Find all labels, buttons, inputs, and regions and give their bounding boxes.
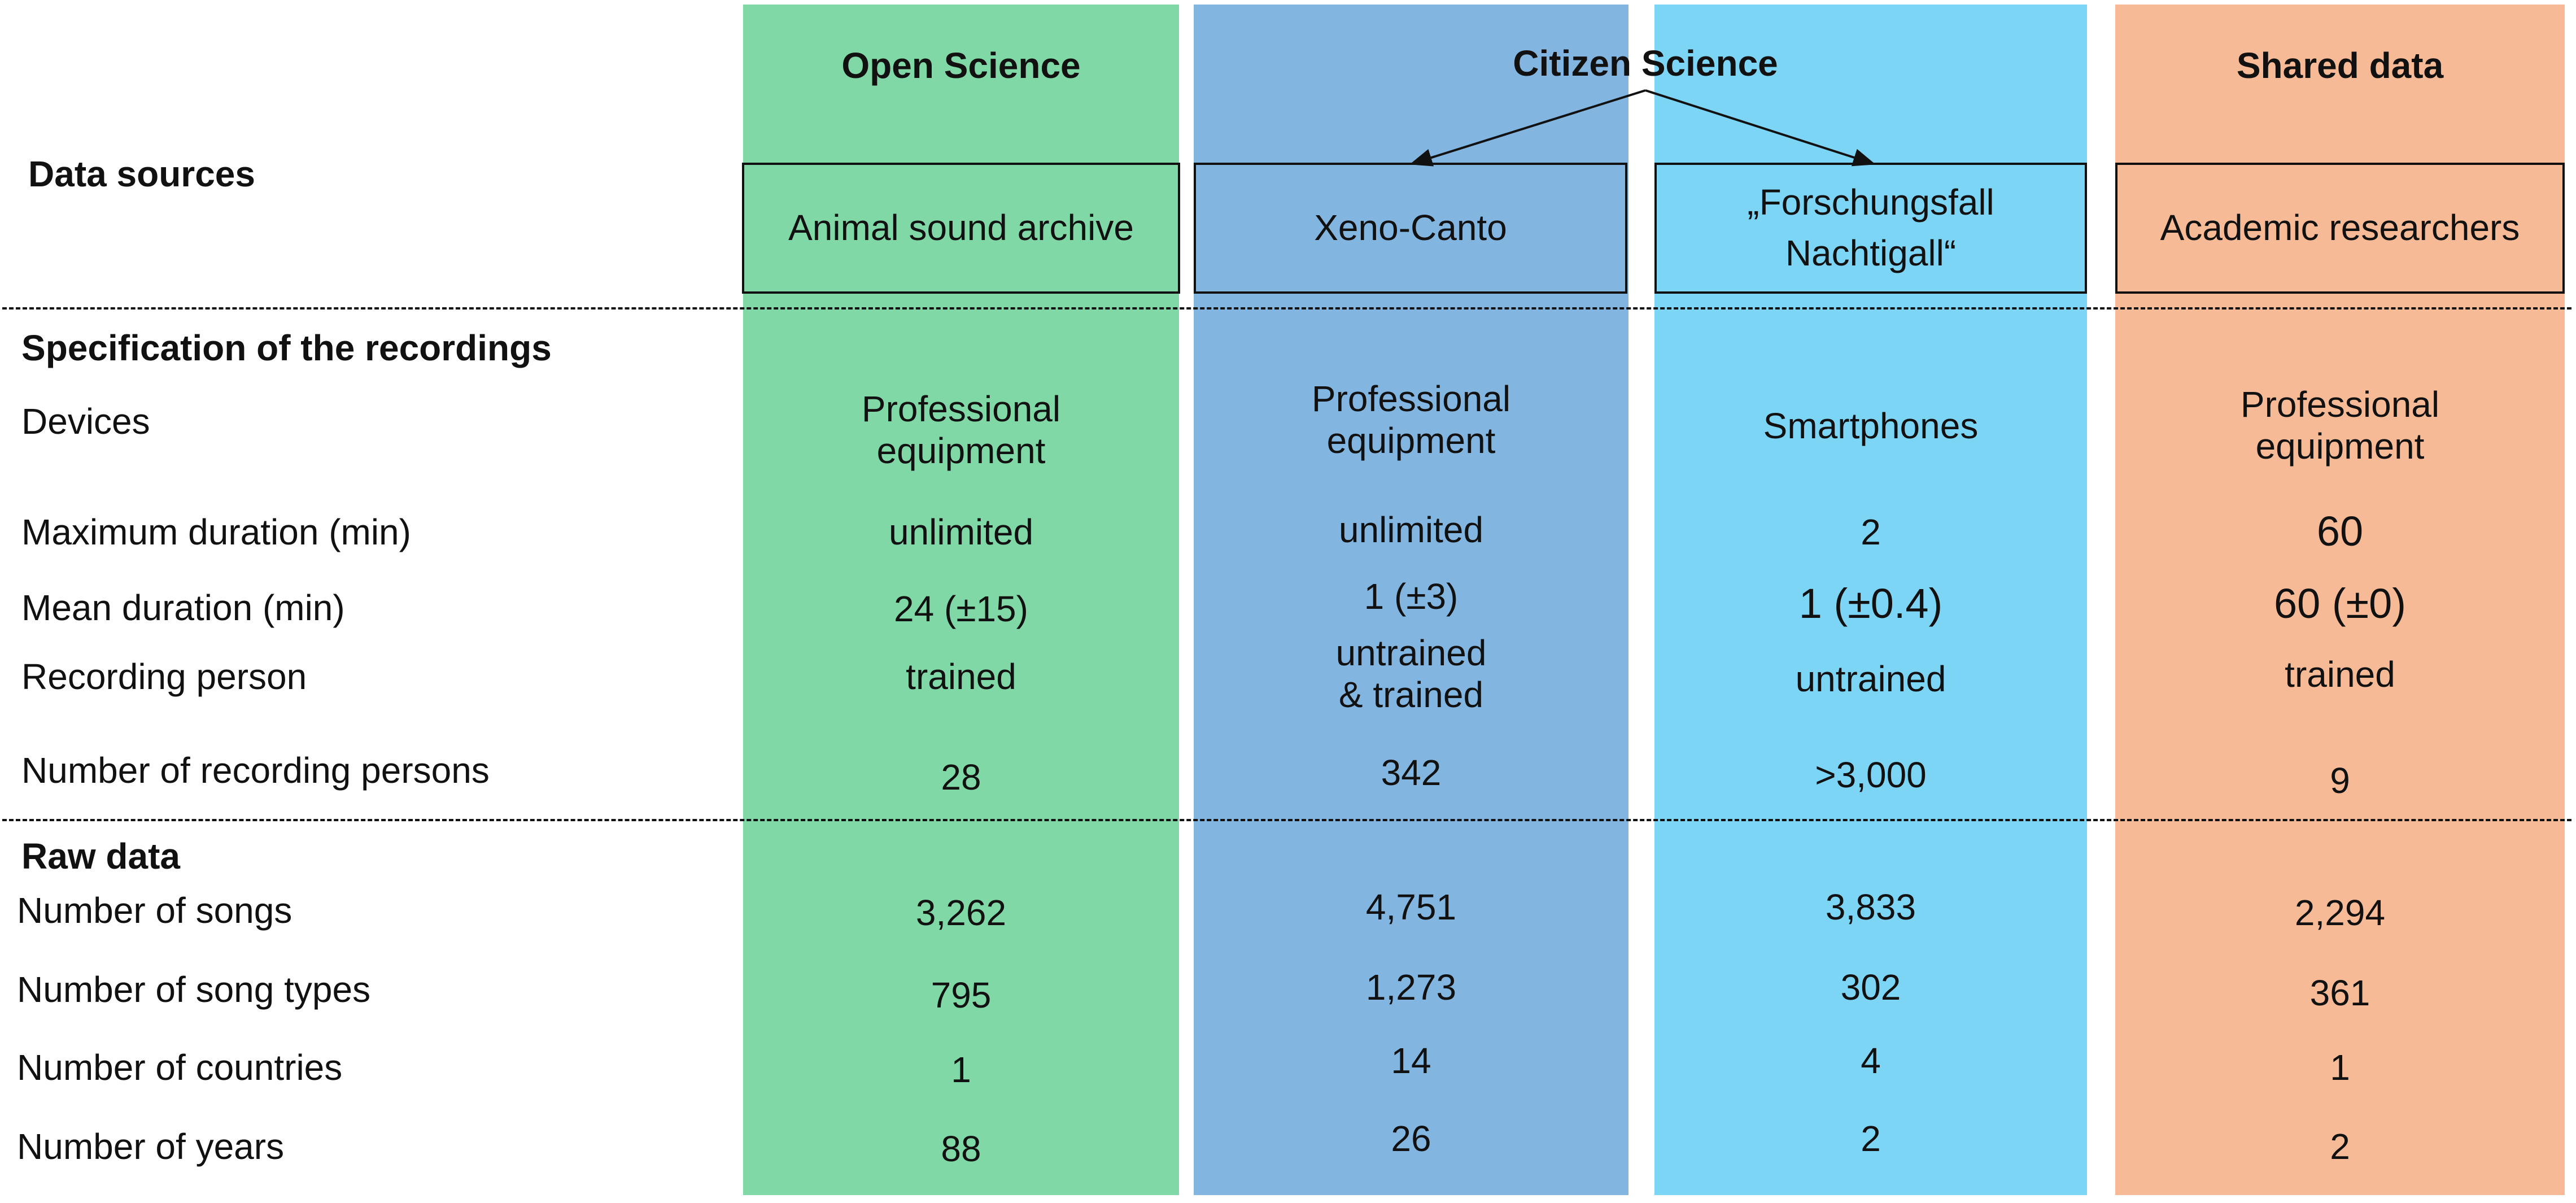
data-sources-label: Data sources (28, 154, 255, 194)
cell-types-open: 795 (931, 975, 992, 1015)
cell-devices-forsch: Smartphones (1763, 406, 1979, 446)
row-label-recording-person: Recording person (21, 656, 307, 697)
cell-maxdur-shared: 60 (2316, 508, 2364, 555)
column-shared-data (2115, 5, 2565, 1195)
cell-maxdur-open: unlimited (888, 512, 1034, 552)
cell-meandur-shared: 60 (±0) (2274, 580, 2406, 627)
row-label-recording-persons-count: Number of recording persons (21, 750, 490, 791)
source-animal-sound-archive: Animal sound archive (742, 163, 1180, 294)
cell-devices-shared: Professional equipment (2240, 384, 2440, 467)
cell-countries-forsch: 4 (1861, 1040, 1881, 1081)
cell-types-shared: 361 (2309, 973, 2370, 1013)
cell-countries-xeno: 14 (1391, 1040, 1431, 1081)
cell-recperson-xeno: untrained & trained (1335, 633, 1487, 715)
cell-types-forsch: 302 (1840, 967, 1901, 1008)
column-open-science (743, 5, 1179, 1195)
cell-recperson-forsch: untrained (1795, 659, 1946, 699)
row-label-max-duration: Maximum duration (min) (21, 512, 411, 552)
divider-middle (2, 819, 2571, 821)
cell-maxdur-xeno: unlimited (1338, 509, 1484, 550)
cell-years-forsch: 2 (1861, 1118, 1881, 1159)
header-citizen-science: Citizen Science (1513, 43, 1778, 84)
cell-songs-xeno: 4,751 (1365, 887, 1457, 927)
cell-meandur-xeno: 1 (±3) (1364, 576, 1459, 617)
cell-persons-xeno: 342 (1381, 752, 1442, 793)
cell-songs-open: 3,262 (915, 892, 1007, 933)
source-forschungsfall-nachtigall: „Forschungsfall Nachtigall“ (1654, 163, 2087, 294)
row-label-years: Number of years (17, 1126, 285, 1167)
cell-years-shared: 2 (2330, 1126, 2350, 1167)
cell-types-xeno: 1,273 (1365, 967, 1457, 1008)
source-xeno-canto: Xeno-Canto (1194, 163, 1627, 294)
cell-persons-shared: 9 (2330, 760, 2350, 801)
cell-persons-open: 28 (941, 757, 981, 797)
section-specification: Specification of the recordings (21, 328, 552, 368)
cell-years-open: 88 (941, 1128, 981, 1169)
cell-persons-forsch: >3,000 (1815, 755, 1927, 795)
row-label-countries: Number of countries (17, 1047, 343, 1088)
row-label-song-types: Number of song types (17, 969, 371, 1010)
cell-countries-shared: 1 (2330, 1047, 2350, 1088)
cell-maxdur-forsch: 2 (1861, 512, 1881, 552)
row-label-mean-duration: Mean duration (min) (21, 587, 345, 628)
row-label-devices: Devices (21, 401, 150, 442)
cell-recperson-shared: trained (2285, 654, 2395, 695)
cell-meandur-open: 24 (±15) (894, 589, 1028, 629)
row-label-songs: Number of songs (17, 890, 292, 931)
column-xeno-canto (1194, 5, 1628, 1195)
cell-songs-shared: 2,294 (2294, 892, 2386, 933)
header-open-science: Open Science (841, 45, 1081, 86)
column-forschungsfall (1654, 5, 2087, 1195)
cell-meandur-forsch: 1 (±0.4) (1798, 580, 1943, 627)
source-academic-researchers: Academic researchers (2115, 163, 2565, 294)
cell-recperson-open: trained (906, 656, 1016, 697)
section-raw-data: Raw data (21, 836, 180, 877)
cell-countries-open: 1 (951, 1049, 971, 1090)
header-shared-data: Shared data (2236, 45, 2444, 86)
cell-devices-open: Professional equipment (861, 389, 1061, 471)
cell-years-xeno: 26 (1391, 1118, 1431, 1159)
divider-top (2, 307, 2571, 310)
cell-songs-forsch: 3,833 (1825, 887, 1916, 927)
cell-devices-xeno: Professional equipment (1311, 378, 1511, 461)
